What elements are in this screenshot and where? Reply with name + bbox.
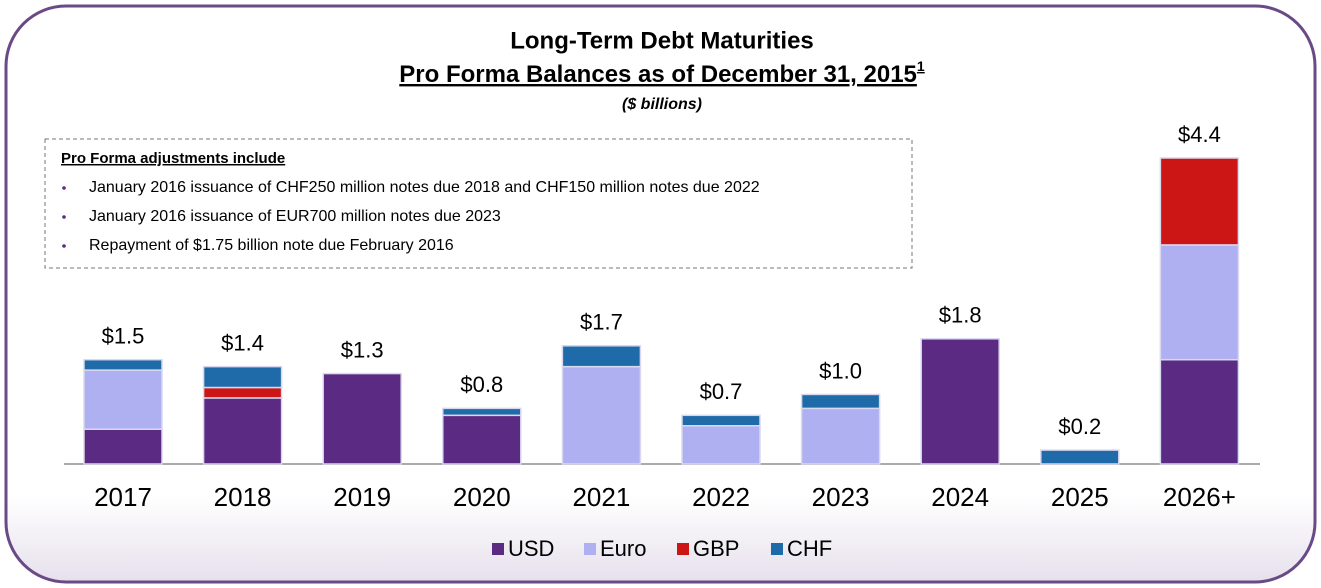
bar-segment	[202, 386, 283, 399]
bar-segment	[800, 393, 881, 410]
bar-segment	[681, 425, 761, 465]
bar-segment	[561, 345, 642, 368]
total-label: $0.2	[1058, 414, 1101, 439]
bullet	[62, 215, 66, 219]
legend-swatch	[492, 543, 504, 555]
note-heading: Pro Forma adjustments include	[61, 150, 285, 167]
legend-label: GBP	[693, 536, 739, 561]
chart-subtitle: Pro Forma Balances as of December 31, 20…	[399, 58, 925, 89]
x-tick-label: 2022	[692, 482, 750, 512]
x-tick-label: 2025	[1051, 482, 1109, 512]
x-tick-label: 2026+	[1163, 482, 1236, 512]
chart-title: Long-Term Debt Maturities	[510, 27, 814, 54]
bar-segment	[202, 365, 283, 389]
note-box	[44, 138, 913, 269]
total-label: $1.7	[580, 310, 623, 335]
x-tick-label: 2019	[333, 482, 391, 512]
total-label: $1.0	[819, 358, 862, 383]
note: January 2016 issuance of CHF250 million …	[89, 179, 760, 196]
total-label: $1.3	[341, 337, 384, 362]
legend-swatch	[584, 543, 596, 555]
bar-segment	[442, 407, 522, 417]
bar-segment	[1159, 244, 1240, 361]
bar-segment	[442, 414, 522, 465]
bar-segment	[800, 407, 881, 465]
legend-label: Euro	[600, 536, 646, 561]
bar-segment	[202, 397, 283, 465]
bar-segment	[83, 358, 163, 371]
units: ($ billions)	[622, 96, 702, 113]
bar-segment	[1159, 157, 1240, 246]
legend-swatch	[677, 543, 689, 555]
total-label: $0.8	[460, 372, 503, 397]
bar-segment	[561, 365, 642, 465]
total-label: $1.8	[939, 303, 982, 328]
bar-segment	[1159, 358, 1240, 465]
x-tick-label: 2018	[214, 482, 272, 512]
total-label: $0.7	[700, 379, 743, 404]
bullet	[62, 186, 66, 190]
note: January 2016 issuance of EUR700 million …	[89, 208, 501, 225]
x-tick-label: 2020	[453, 482, 511, 512]
bullet	[62, 244, 66, 248]
total-label: $1.5	[102, 323, 145, 348]
subtitle-text: Pro Forma Balances as of December 31, 20…	[399, 61, 917, 88]
legend-label: USD	[508, 536, 554, 561]
total-label: $1.4	[221, 330, 264, 355]
bar-segment	[83, 428, 163, 465]
x-tick-label: 2023	[812, 482, 870, 512]
bar-segment	[83, 369, 163, 430]
legend-label: CHF	[787, 536, 832, 561]
bar-segment	[681, 414, 761, 427]
bar-segment	[1040, 449, 1120, 465]
bar-segment	[322, 372, 402, 465]
frame	[4, 4, 1317, 584]
x-tick-label: 2024	[931, 482, 989, 512]
x-tick-label: 2021	[572, 482, 630, 512]
x-tick-label: 2017	[94, 482, 152, 512]
total-label: $4.4	[1178, 122, 1221, 147]
bar-segment	[920, 338, 1000, 465]
note: Repayment of $1.75 billion note due Febr…	[89, 237, 454, 254]
footnote-mark: 1	[917, 58, 925, 74]
legend-swatch	[771, 543, 783, 555]
